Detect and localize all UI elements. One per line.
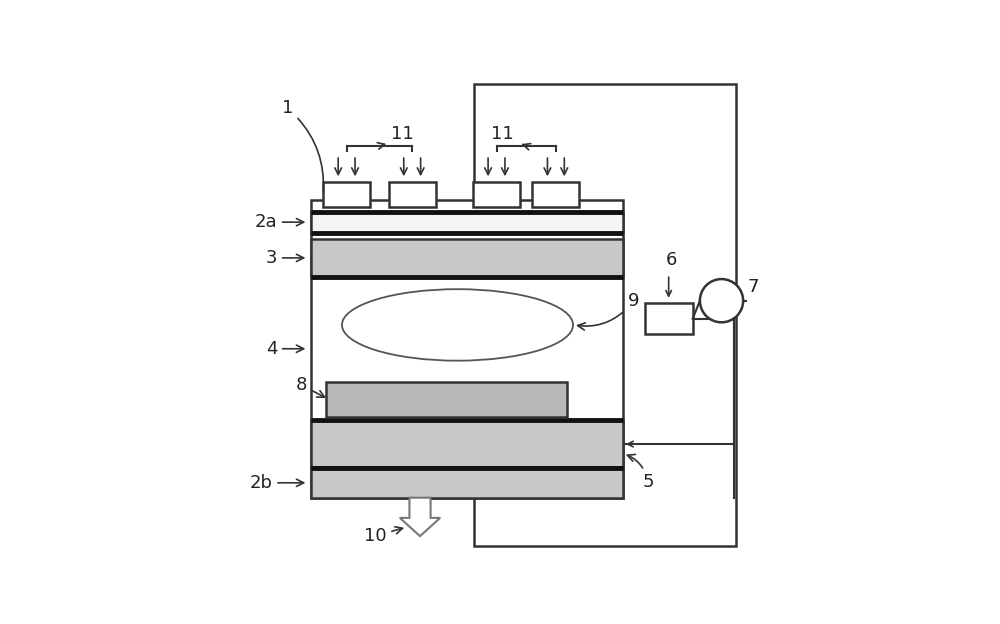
- Bar: [311, 200, 623, 498]
- Text: 9: 9: [578, 291, 639, 330]
- Text: 11: 11: [391, 125, 414, 143]
- Text: ~: ~: [713, 291, 730, 310]
- Text: 2a: 2a: [254, 213, 304, 231]
- Text: 1: 1: [282, 99, 324, 192]
- Text: 2b: 2b: [249, 474, 304, 492]
- Text: 4: 4: [266, 339, 304, 358]
- Text: 5: 5: [627, 454, 654, 491]
- Bar: [389, 182, 436, 207]
- Bar: [311, 212, 623, 233]
- Text: 7: 7: [748, 278, 759, 296]
- Polygon shape: [400, 498, 440, 536]
- Circle shape: [700, 279, 743, 323]
- Bar: [326, 381, 567, 417]
- Bar: [311, 468, 623, 498]
- Bar: [532, 182, 579, 207]
- Text: 8: 8: [296, 376, 325, 397]
- Text: 10: 10: [364, 527, 403, 545]
- Bar: [474, 84, 736, 546]
- Bar: [311, 420, 623, 468]
- Text: 6: 6: [665, 251, 677, 270]
- Bar: [311, 238, 623, 277]
- Bar: [645, 303, 693, 334]
- Bar: [473, 182, 520, 207]
- Text: 3: 3: [266, 249, 304, 267]
- Bar: [323, 182, 370, 207]
- Text: 11: 11: [491, 125, 514, 143]
